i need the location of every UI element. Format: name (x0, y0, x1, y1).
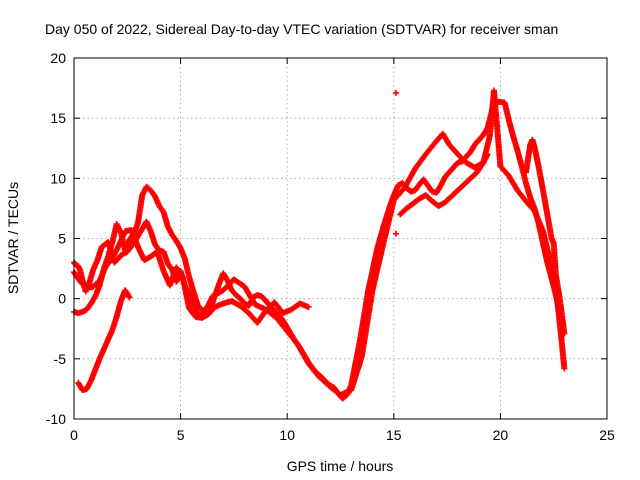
series-track-6 (522, 136, 568, 337)
data-points (71, 87, 568, 402)
x-tick-label: 25 (599, 427, 615, 443)
data-point (392, 89, 399, 96)
y-tick-label: 15 (50, 110, 66, 126)
x-tick-label: 20 (493, 427, 509, 443)
data-point (561, 330, 568, 337)
x-tick-label: 0 (70, 427, 78, 443)
x-tick-label: 15 (386, 427, 402, 443)
y-tick-label: 0 (58, 291, 66, 307)
series-track-4 (71, 227, 312, 326)
series-outliers (392, 89, 399, 237)
data-point (484, 151, 491, 158)
y-ticks: -10 -5 0 5 10 15 20 (46, 50, 607, 427)
series-track-5 (397, 151, 491, 218)
x-axis-label: GPS time / hours (287, 458, 394, 474)
grid-lines (74, 58, 607, 419)
series-track-3 (75, 287, 133, 394)
x-tick-label: 5 (177, 427, 185, 443)
y-tick-label: 20 (50, 50, 66, 66)
chart-title: Day 050 of 2022, Sidereal Day-to-day VTE… (45, 21, 558, 37)
data-point (305, 304, 312, 311)
data-point (392, 230, 399, 237)
x-tick-label: 10 (279, 427, 295, 443)
series-track-1 (71, 98, 566, 402)
y-tick-label: -10 (46, 411, 66, 427)
data-point (126, 294, 133, 301)
y-tick-label: 5 (58, 231, 66, 247)
x-ticks: 0 5 10 15 20 25 (70, 58, 615, 443)
y-tick-label: 10 (50, 170, 66, 186)
data-point (561, 365, 568, 372)
series-track-2 (71, 87, 568, 398)
y-axis-label: SDTVAR / TECUs (5, 182, 21, 294)
y-tick-label: -5 (54, 351, 67, 367)
